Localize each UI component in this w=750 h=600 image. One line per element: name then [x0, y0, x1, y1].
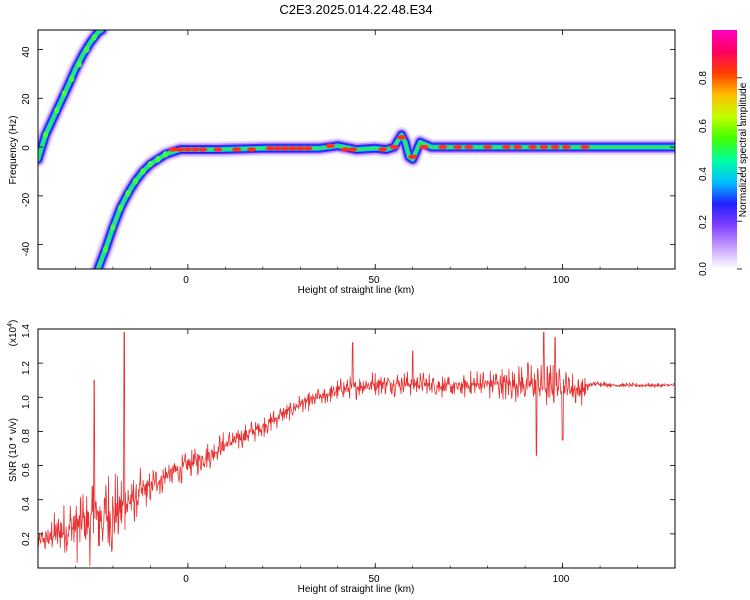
hotspot-mark [550, 144, 560, 150]
ridge-dot [42, 131, 49, 139]
hotspot-mark [198, 147, 208, 152]
spectrogram-panel: 0 50 100 Height of straight line (km) -4… [8, 29, 676, 296]
y-multiplier-exponent: 4 [7, 323, 14, 327]
ridge-dot [61, 90, 67, 97]
hotspot-mark [539, 144, 549, 150]
ridge-dot [69, 75, 75, 82]
hotspot-mark [168, 147, 178, 152]
top-y-axis-label: Frequency (Hz) [8, 116, 19, 185]
bottom-y-tick-14: 1.4 [21, 324, 32, 338]
y-multiplier-close: ) [8, 320, 19, 323]
hotspot-mark [213, 147, 223, 152]
colorbar-tick-04: 0.4 [698, 167, 709, 181]
spectrogram-heatmap [38, 30, 675, 269]
spectrogram-frame [37, 29, 676, 270]
hotspot-mark [528, 144, 538, 150]
hotspot-mark [501, 144, 511, 150]
ridge-dot [84, 46, 90, 53]
hotspot-mark [303, 146, 313, 151]
hotspot-mark [464, 144, 474, 150]
colorbar-tick-02: 0.2 [698, 215, 709, 229]
hotspot-mark [340, 147, 350, 152]
ridge-dot [54, 107, 60, 114]
top-x-tick-0: 0 [183, 275, 189, 286]
ridge-dot [117, 204, 124, 212]
bottom-y-tick-10: 1.0 [21, 395, 32, 409]
bottom-x-tick-100: 100 [553, 574, 570, 585]
ridge-dot [102, 246, 109, 253]
y-multiplier-label: (x104) [7, 320, 19, 347]
hotspot-mark [483, 144, 493, 150]
hotspot-mark [580, 144, 590, 150]
hotspot-mark [561, 144, 571, 150]
top-x-axis-label: Height of straight line (km) [298, 285, 415, 296]
hotspot-mark [232, 147, 242, 152]
hotspot-mark [408, 154, 418, 160]
snr-frame [37, 328, 676, 569]
hotspot-mark [396, 135, 406, 140]
top-x-tick-50: 50 [368, 275, 380, 286]
colorbar-tick-0: 0.0 [698, 262, 709, 276]
spectrogram-ticks [37, 30, 676, 269]
hotspot-mark [247, 147, 257, 152]
y-multiplier-base: (x10 [8, 326, 19, 346]
hotspot-mark [273, 146, 283, 151]
hotspot-mark [378, 147, 388, 152]
ridge-dot [162, 151, 168, 158]
snr-plot-area [38, 332, 675, 567]
colorbar: 0.0 0.2 0.4 0.6 0.8 Normalized spectral … [698, 30, 749, 276]
hotspot-mark [389, 144, 399, 150]
ridge-dot [76, 60, 82, 68]
hotspot-mark [183, 147, 193, 152]
ridge-dot [125, 190, 131, 197]
colorbar-bar [712, 30, 737, 269]
colorbar-tick-06: 0.6 [698, 119, 709, 133]
bottom-y-tick-06: 0.6 [21, 463, 32, 477]
top-y-tick-40: 40 [21, 46, 32, 58]
hotspot-mark [513, 144, 523, 150]
hotspot-mark [438, 144, 448, 150]
top-y-tick-0: 0 [21, 145, 32, 151]
hotspot-mark [419, 144, 429, 150]
snr-panel: 0 50 100 Height of straight line (km) 0.… [7, 320, 676, 595]
hotspot-mark [348, 147, 358, 152]
top-x-tick-100: 100 [553, 275, 570, 286]
hotspot-mark [175, 147, 185, 152]
colorbar-tick-08: 0.8 [698, 71, 709, 85]
ridge-dot [140, 168, 146, 175]
ridge-dot [155, 156, 161, 163]
hotspot-mark [265, 146, 275, 151]
hotspot-mark [295, 146, 305, 151]
bottom-x-axis-label: Height of straight line (km) [298, 584, 415, 595]
colorbar-label: Normalized spectral amplitude [738, 82, 749, 217]
ridge-dot [110, 224, 116, 231]
bottom-y-axis-label: SNR (10 * v/v) [8, 418, 19, 482]
figure-title: C2E3.2025.014.22.48.E34 [279, 2, 432, 17]
bottom-y-tick-02: 0.2 [21, 532, 32, 546]
hotspot-mark [288, 146, 298, 151]
hotspot-mark [325, 143, 335, 149]
top-y-tick-20: 20 [21, 93, 32, 105]
ridge-dot [91, 34, 97, 41]
hotspot-mark [453, 144, 463, 150]
colorbar-ticks [737, 77, 742, 270]
bottom-y-tick-08: 0.8 [21, 429, 32, 443]
hotspot-mark [190, 147, 200, 152]
bottom-x-tick-0: 0 [183, 574, 189, 585]
snr-series-line [38, 332, 675, 567]
bottom-y-tick-12: 1.2 [21, 361, 32, 375]
top-y-tick-m40: -40 [21, 241, 32, 256]
bottom-y-tick-04: 0.4 [21, 497, 32, 511]
bottom-x-tick-50: 50 [368, 574, 380, 585]
snr-ticks [37, 328, 676, 568]
ridge-dot [147, 160, 154, 168]
hotspot-mark [280, 146, 290, 151]
top-y-tick-m20: -20 [21, 192, 32, 207]
ridge-dot [132, 178, 139, 185]
